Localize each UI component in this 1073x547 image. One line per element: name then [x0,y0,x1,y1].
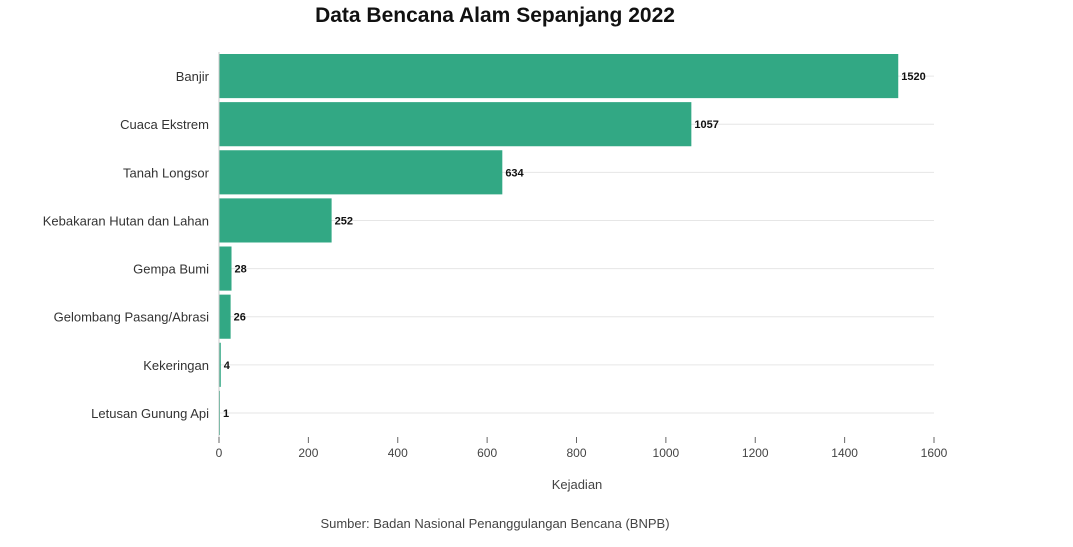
bar [219,246,232,291]
x-tick-label: 1400 [831,446,858,460]
x-tick-label: 1000 [653,446,680,460]
category-label: Tanah Longsor [123,165,210,180]
x-tick-label: 1200 [742,446,769,460]
source-note: Sumber: Badan Nasional Penanggulangan Be… [320,516,670,531]
x-tick-label: 800 [566,446,586,460]
bar [219,294,231,339]
category-label: Banjir [176,69,210,84]
x-tick-label: 400 [388,446,408,460]
bar [219,102,692,147]
bar-value-label: 1520 [901,71,925,83]
x-tick-label: 1600 [921,446,948,460]
chart-title: Data Bencana Alam Sepanjang 2022 [315,4,675,27]
bar [219,150,503,195]
x-tick-label: 200 [298,446,318,460]
x-tick-label: 600 [477,446,497,460]
category-label: Kekeringan [143,358,209,373]
bar [219,54,899,99]
bar-value-label: 26 [234,312,246,324]
category-label: Gelombang Pasang/Abrasi [54,310,209,325]
bar-value-label: 28 [235,264,247,276]
x-axis: 0 200 400 600 800 1000 1200 1400 1600 [216,52,948,460]
category-label: Gempa Bumi [133,262,209,277]
bar-value-label: 4 [224,360,231,372]
x-axis-title: Kejadian [552,477,603,492]
bars [219,54,899,435]
category-label: Cuaca Ekstrem [120,117,209,132]
bar-value-label: 1057 [694,119,718,131]
bar-value-label: 634 [505,167,524,179]
category-labels: Banjir Cuaca Ekstrem Tanah Longsor Kebakara… [43,69,210,421]
bar [219,342,221,387]
category-label: Letusan Gunung Api [91,406,209,421]
data-labels: 1520 1057 634 252 28 26 4 1 [223,71,926,420]
bar [219,198,332,243]
bar-value-label: 252 [335,215,353,227]
category-label: Kebakaran Hutan dan Lahan [43,213,209,228]
x-tick-label: 0 [216,446,223,460]
bar-value-label: 1 [223,408,229,420]
